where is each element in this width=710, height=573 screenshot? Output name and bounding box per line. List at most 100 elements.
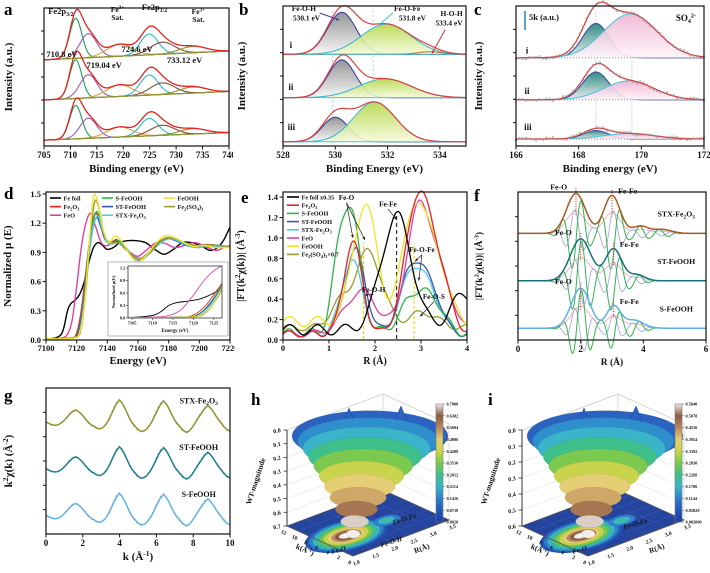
svg-text:0.0: 0.0 bbox=[273, 428, 282, 435]
svg-text:2: 2 bbox=[373, 343, 377, 353]
svg-text:0.1: 0.1 bbox=[508, 444, 517, 451]
panel-h-chart: 0.0 0.1 0.2 0.3 0.4 0.5 0.6 0.7 WT-magnitude 0246… bbox=[244, 393, 460, 568]
svg-text:Fe2(SO4)3×0.7: Fe2(SO4)3×0.7 bbox=[302, 252, 339, 259]
svg-text:8: 8 bbox=[538, 540, 543, 547]
svg-text:7200: 7200 bbox=[191, 343, 208, 353]
svg-text:4: 4 bbox=[465, 343, 470, 353]
svg-text:0: 0 bbox=[281, 343, 285, 353]
svg-text:0.2: 0.2 bbox=[267, 315, 278, 325]
panel-g-label: g bbox=[4, 386, 13, 405]
svg-text:Fe-O: Fe-O bbox=[572, 545, 588, 555]
svg-text:2.0: 2.0 bbox=[391, 545, 400, 553]
panel-f-label: f bbox=[474, 186, 480, 205]
svg-text:1.2: 1.2 bbox=[267, 213, 278, 223]
svg-text:0.4208: 0.4208 bbox=[447, 449, 459, 454]
svg-text:2: 2 bbox=[578, 344, 583, 354]
svg-text:0.4: 0.4 bbox=[267, 294, 278, 304]
svg-text:Fe2O3: Fe2O3 bbox=[64, 204, 80, 211]
svg-text:0.0: 0.0 bbox=[120, 316, 126, 321]
svg-text:0.2812: 0.2812 bbox=[447, 472, 459, 477]
svg-text:Fe-O: Fe-O bbox=[331, 545, 347, 555]
svg-text:530.1 eV: 530.1 eV bbox=[293, 14, 321, 23]
svg-text:166: 166 bbox=[509, 150, 523, 160]
svg-text:705: 705 bbox=[37, 150, 51, 160]
svg-text:|FT(k2χ(k))| (Å-3): |FT(k2χ(k))| (Å-3) bbox=[235, 230, 247, 302]
svg-text:0.0: 0.0 bbox=[267, 335, 278, 345]
svg-text:7140: 7140 bbox=[99, 343, 116, 353]
svg-text:5k (a.u.): 5k (a.u.) bbox=[529, 12, 559, 22]
svg-text:531.8 eV: 531.8 eV bbox=[399, 14, 427, 23]
svg-text:724.6 eV: 724.6 eV bbox=[121, 44, 153, 54]
svg-text:0.3: 0.3 bbox=[273, 469, 282, 476]
svg-text:0.5604: 0.5604 bbox=[447, 425, 460, 430]
svg-text:Normalized μ(E): Normalized μ(E) bbox=[111, 275, 116, 308]
svg-text:WT-magnitude: WT-magnitude bbox=[479, 456, 503, 506]
svg-text:0.6: 0.6 bbox=[267, 274, 278, 284]
svg-text:0.2: 0.2 bbox=[273, 456, 282, 463]
svg-text:7105: 7105 bbox=[128, 321, 138, 326]
svg-text:12: 12 bbox=[280, 529, 288, 537]
svg-text:Fe-O-H: Fe-O-H bbox=[292, 4, 316, 13]
svg-text:0.4: 0.4 bbox=[508, 492, 517, 499]
panel-i: i 0.0 0.1 0.2 0.3 0.4 0.5 0.6 WT-magnitude 0 2 4 6 8… bbox=[470, 378, 710, 573]
svg-text:Fe-O-H: Fe-O-H bbox=[362, 286, 386, 294]
svg-text:0: 0 bbox=[44, 538, 49, 548]
panel-g: g STX-Fe2O3 ST-FeOOH S-FeOOH 0 2 4 6 8 10 k (Å-1)… bbox=[0, 378, 235, 573]
svg-text:|FT(k2χ(k))| (Å-3): |FT(k2χ(k))| (Å-3) bbox=[473, 232, 485, 300]
svg-text:STX-Fe2O3: STX-Fe2O3 bbox=[658, 210, 696, 221]
svg-text:3.5: 3.5 bbox=[683, 523, 692, 531]
svg-text:532: 532 bbox=[381, 150, 395, 160]
svg-text:4: 4 bbox=[117, 538, 122, 548]
svg-text:1.4: 1.4 bbox=[267, 192, 278, 202]
panel-h: h 0.0 0.1 0.2 0.3 0.4 0.5 0.6 0.7 WT-magnitude 0 2… bbox=[235, 378, 470, 573]
panel-b-label: b bbox=[239, 0, 249, 19]
svg-text:WT-magnitude: WT-magnitude bbox=[244, 456, 268, 506]
svg-text:0.6: 0.6 bbox=[30, 277, 41, 287]
svg-text:7110: 7110 bbox=[148, 321, 157, 326]
svg-text:Fe-Fe: Fe-Fe bbox=[618, 186, 638, 195]
svg-text:1.5: 1.5 bbox=[372, 552, 381, 560]
svg-text:3: 3 bbox=[419, 343, 423, 353]
panel-g-chart: STX-Fe2O3 ST-FeOOH S-FeOOH 0 2 4 6 8 10 k (Å-1) k2… bbox=[1, 387, 235, 563]
svg-text:2: 2 bbox=[81, 538, 86, 548]
panel-c-label: c bbox=[474, 0, 482, 19]
svg-text:3.0: 3.0 bbox=[664, 531, 673, 539]
svg-text:0.2114: 0.2114 bbox=[447, 484, 459, 489]
svg-text:STX-Fe2O3: STX-Fe2O3 bbox=[302, 227, 332, 234]
svg-text:715: 715 bbox=[90, 150, 104, 160]
svg-text:0.7: 0.7 bbox=[273, 524, 282, 531]
svg-text:0.6: 0.6 bbox=[508, 524, 517, 531]
svg-text:4: 4 bbox=[325, 550, 330, 557]
svg-text:ii: ii bbox=[288, 82, 294, 92]
svg-text:1.2: 1.2 bbox=[120, 266, 126, 271]
svg-text:6: 6 bbox=[704, 344, 709, 354]
svg-text:0.9: 0.9 bbox=[120, 278, 126, 283]
svg-text:0.1416: 0.1416 bbox=[447, 496, 460, 501]
svg-text:4: 4 bbox=[641, 344, 646, 354]
svg-text:Fe-Fe: Fe-Fe bbox=[379, 200, 397, 208]
svg-text:Fe2O3: Fe2O3 bbox=[302, 203, 318, 210]
svg-text:530: 530 bbox=[329, 150, 343, 160]
svg-text:SO42-: SO42- bbox=[676, 13, 696, 25]
svg-text:0.0718: 0.0718 bbox=[447, 508, 459, 513]
svg-text:Sat.: Sat. bbox=[111, 13, 123, 22]
svg-text:Fe-O: Fe-O bbox=[555, 277, 572, 286]
svg-text:720: 720 bbox=[117, 150, 131, 160]
svg-text:FeO: FeO bbox=[64, 213, 76, 220]
svg-text:0: 0 bbox=[347, 560, 352, 567]
svg-text:1.0: 1.0 bbox=[267, 233, 278, 243]
svg-text:Fe2p3/2: Fe2p3/2 bbox=[48, 6, 73, 18]
svg-text:0.7000: 0.7000 bbox=[447, 402, 459, 407]
svg-text:168: 168 bbox=[572, 150, 586, 160]
svg-text:Fe-O-Fe: Fe-O-Fe bbox=[394, 4, 421, 13]
svg-text:Binding energy (eV): Binding energy (eV) bbox=[89, 163, 184, 175]
svg-text:Energy (eV): Energy (eV) bbox=[109, 355, 166, 367]
svg-text:ii: ii bbox=[524, 86, 530, 96]
svg-text:710.8 eV: 710.8 eV bbox=[46, 49, 78, 59]
svg-text:0.5: 0.5 bbox=[508, 508, 517, 515]
svg-text:725: 725 bbox=[143, 150, 157, 160]
svg-text:0.2830: 0.2830 bbox=[686, 461, 698, 466]
